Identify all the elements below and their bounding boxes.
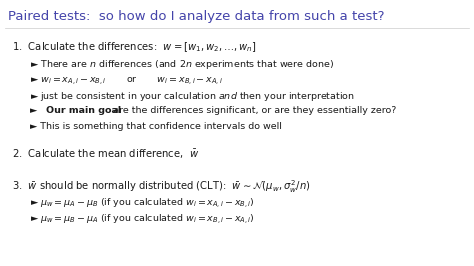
Text: ► just be consistent in your calculation $\mathit{and}$ then your interpretation: ► just be consistent in your calculation… xyxy=(30,90,355,103)
Text: ► $\mu_w = \mu_B - \mu_A$ (if you calculated $w_i = x_{B,i} - x_{A,i}$): ► $\mu_w = \mu_B - \mu_A$ (if you calcul… xyxy=(30,212,255,226)
Text: Paired tests:  so how do I analyze data from such a test?: Paired tests: so how do I analyze data f… xyxy=(8,10,384,23)
Text: Our main goal: Our main goal xyxy=(46,106,121,115)
Text: ► $\mu_w = \mu_A - \mu_B$ (if you calculated $w_i = x_{A,i} - x_{B,i}$): ► $\mu_w = \mu_A - \mu_B$ (if you calcul… xyxy=(30,196,255,210)
Text: 1.  Calculate the differences:  $w = [w_1, w_2, \ldots, w_n]$: 1. Calculate the differences: $w = [w_1,… xyxy=(12,40,256,54)
Text: : are the differences significant, or are they essentially zero?: : are the differences significant, or ar… xyxy=(107,106,396,115)
Text: 3.  $\bar{w}$ should be normally distributed (CLT):  $\bar{w} \sim \mathcal{N}(\: 3. $\bar{w}$ should be normally distribu… xyxy=(12,178,310,195)
Text: ► There are $n$ differences (and $2n$ experiments that were done): ► There are $n$ differences (and $2n$ ex… xyxy=(30,58,334,71)
Text: ► This is something that confidence intervals do well: ► This is something that confidence inte… xyxy=(30,122,282,131)
Text: ► $w_i = x_{A,i} - x_{B,i}$       or       $w_i = x_{B,i} - x_{A,i}$: ► $w_i = x_{A,i} - x_{B,i}$ or $w_i = x_… xyxy=(30,74,223,87)
Text: ►: ► xyxy=(30,106,40,115)
Text: 2.  Calculate the mean difference,  $\bar{w}$: 2. Calculate the mean difference, $\bar{… xyxy=(12,148,199,161)
